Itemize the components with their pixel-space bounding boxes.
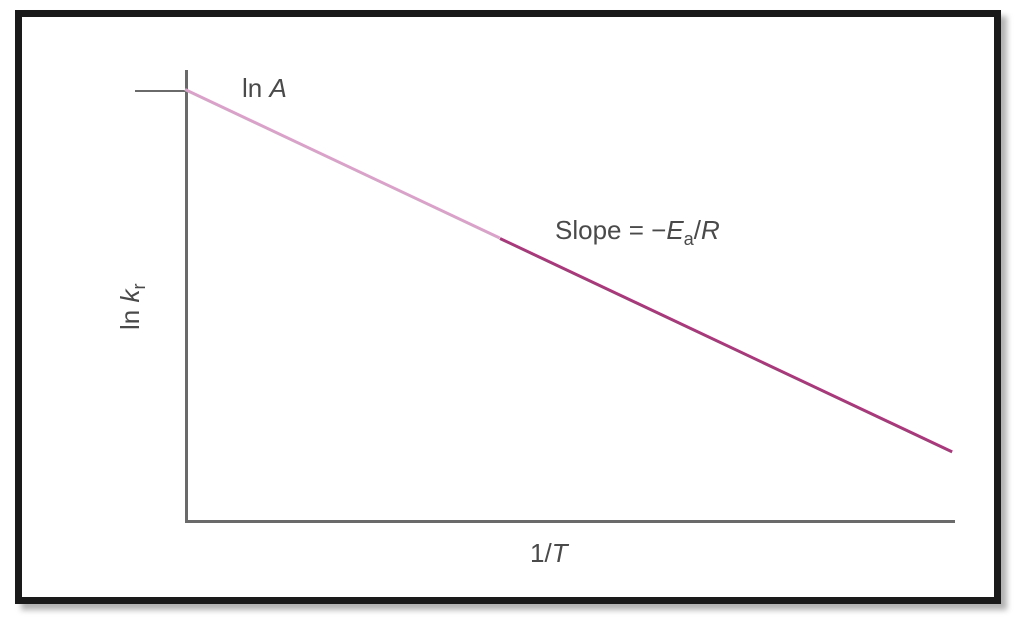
intercept-A: A bbox=[269, 73, 286, 103]
chart-frame: ln A Slope = −Ea/R 1/T ln kr bbox=[15, 10, 1001, 604]
slope-sub: a bbox=[684, 229, 694, 249]
x-axis-label: 1/T bbox=[530, 538, 568, 569]
slope-slash: / bbox=[694, 215, 701, 245]
intercept-label: ln A bbox=[242, 73, 287, 104]
arrhenius-line-right bbox=[499, 237, 952, 453]
ylabel-k: k bbox=[115, 290, 145, 303]
intercept-tick bbox=[135, 90, 185, 92]
slope-E: E bbox=[666, 215, 683, 245]
x-axis bbox=[185, 520, 955, 523]
slope-R: R bbox=[701, 215, 720, 245]
xlabel-prefix: 1/ bbox=[530, 538, 552, 568]
y-axis-label: ln kr bbox=[115, 283, 150, 330]
slope-label: Slope = −Ea/R bbox=[555, 215, 720, 250]
y-axis bbox=[185, 70, 188, 520]
arrhenius-line-left bbox=[184, 88, 500, 239]
ylabel-sub: r bbox=[129, 283, 149, 289]
slope-prefix: Slope = − bbox=[555, 215, 666, 245]
intercept-prefix: ln bbox=[242, 73, 269, 103]
xlabel-T: T bbox=[552, 538, 568, 568]
ylabel-prefix: ln bbox=[115, 303, 145, 330]
